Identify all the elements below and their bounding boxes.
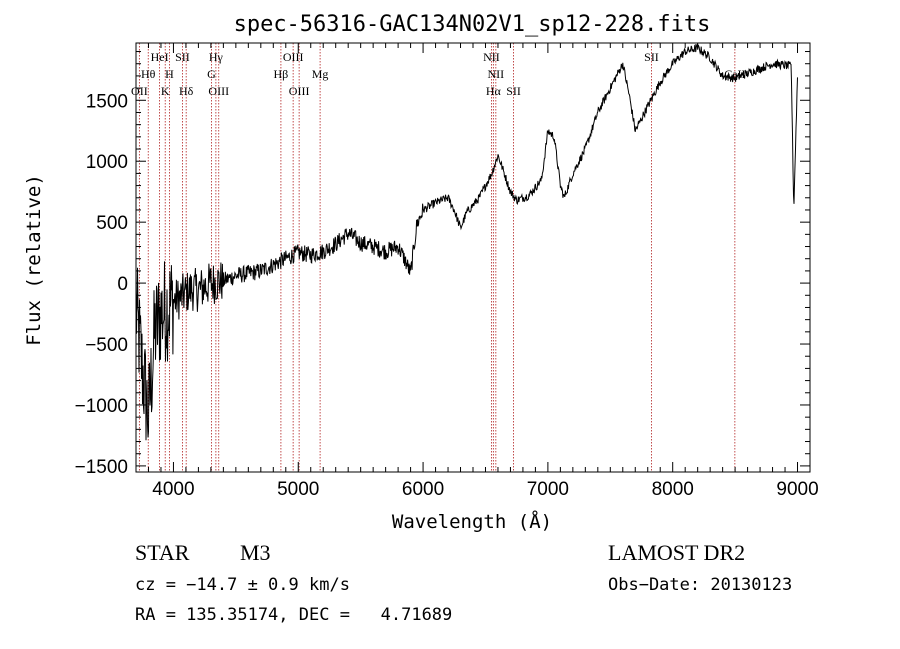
plot-frame — [135, 42, 811, 473]
spectral-line-label: Hθ — [141, 67, 156, 81]
y-tick-label: −500 — [85, 335, 128, 356]
x-axis-label: Wavelength (Å) — [392, 510, 552, 533]
survey-name: LAMOST DR2 — [608, 540, 745, 565]
spectral-line-label: NII — [488, 67, 505, 81]
redshift-velocity: cz = −14.7 ± 0.9 km/s — [135, 575, 350, 595]
x-tick-label: 4000 — [152, 479, 194, 500]
x-tick-label: 5000 — [277, 479, 319, 500]
y-tick-label: 1000 — [86, 152, 128, 173]
x-axis: 4000 5000 6000 7000 8000 9000 — [147, 43, 819, 500]
y-axis-label: Flux (relative) — [23, 174, 45, 346]
spectrum-series-line — [135, 43, 798, 441]
spectral-line-label: OIII — [283, 50, 304, 64]
spectral-line-label: G — [207, 67, 216, 81]
spectral-line-label: SII — [175, 50, 190, 64]
x-tick-label: 9000 — [776, 479, 818, 500]
y-tick-label: −1000 — [75, 396, 128, 417]
spectral-line-markers — [138, 43, 736, 472]
spectral-line-label: SII — [644, 50, 659, 64]
spectral-line-label: HeI — [151, 50, 169, 64]
spectral-line-label: H — [165, 67, 174, 81]
spectral-line-label: Hα — [486, 84, 502, 98]
y-tick-label: 1500 — [86, 91, 128, 112]
spectral-line-label: SII — [506, 84, 521, 98]
spectral-line-label: OIII — [289, 84, 310, 98]
spectral-line-label: NII — [483, 50, 500, 64]
x-tick-label: 8000 — [652, 479, 694, 500]
spectral-line-label: OIII — [208, 84, 229, 98]
spectral-line-labels: OIIHθHeIKHSIIHδHγGOIIIHβOIIIOIIIMgNIINII… — [131, 50, 745, 98]
observation-date: Obs−Date: 20130123 — [608, 575, 792, 595]
y-tick-label: 0 — [117, 274, 128, 295]
y-tick-label: −1500 — [75, 457, 128, 478]
x-tick-label: 6000 — [402, 479, 444, 500]
x-tick-label: 7000 — [527, 479, 569, 500]
spectral-line-label: Hδ — [179, 84, 194, 98]
chart-title: spec-56316-GAC134N02V1_sp12-228.fits — [234, 12, 711, 37]
spectral-line-label: K — [161, 84, 170, 98]
object-subclass: M3 — [240, 540, 271, 565]
object-class: STAR — [135, 540, 190, 565]
spectral-line-label: Mg — [312, 67, 329, 81]
sky-coordinates: RA = 135.35174, DEC = 4.71689 — [135, 605, 452, 625]
spectral-line-label: Hγ — [209, 50, 224, 64]
y-axis: −1500 −1000 −500 0 500 1000 1500 — [75, 51, 810, 478]
y-tick-label: 500 — [96, 213, 128, 234]
spectral-line-label: OII — [131, 84, 148, 98]
spectral-line-label: Hβ — [274, 67, 289, 81]
